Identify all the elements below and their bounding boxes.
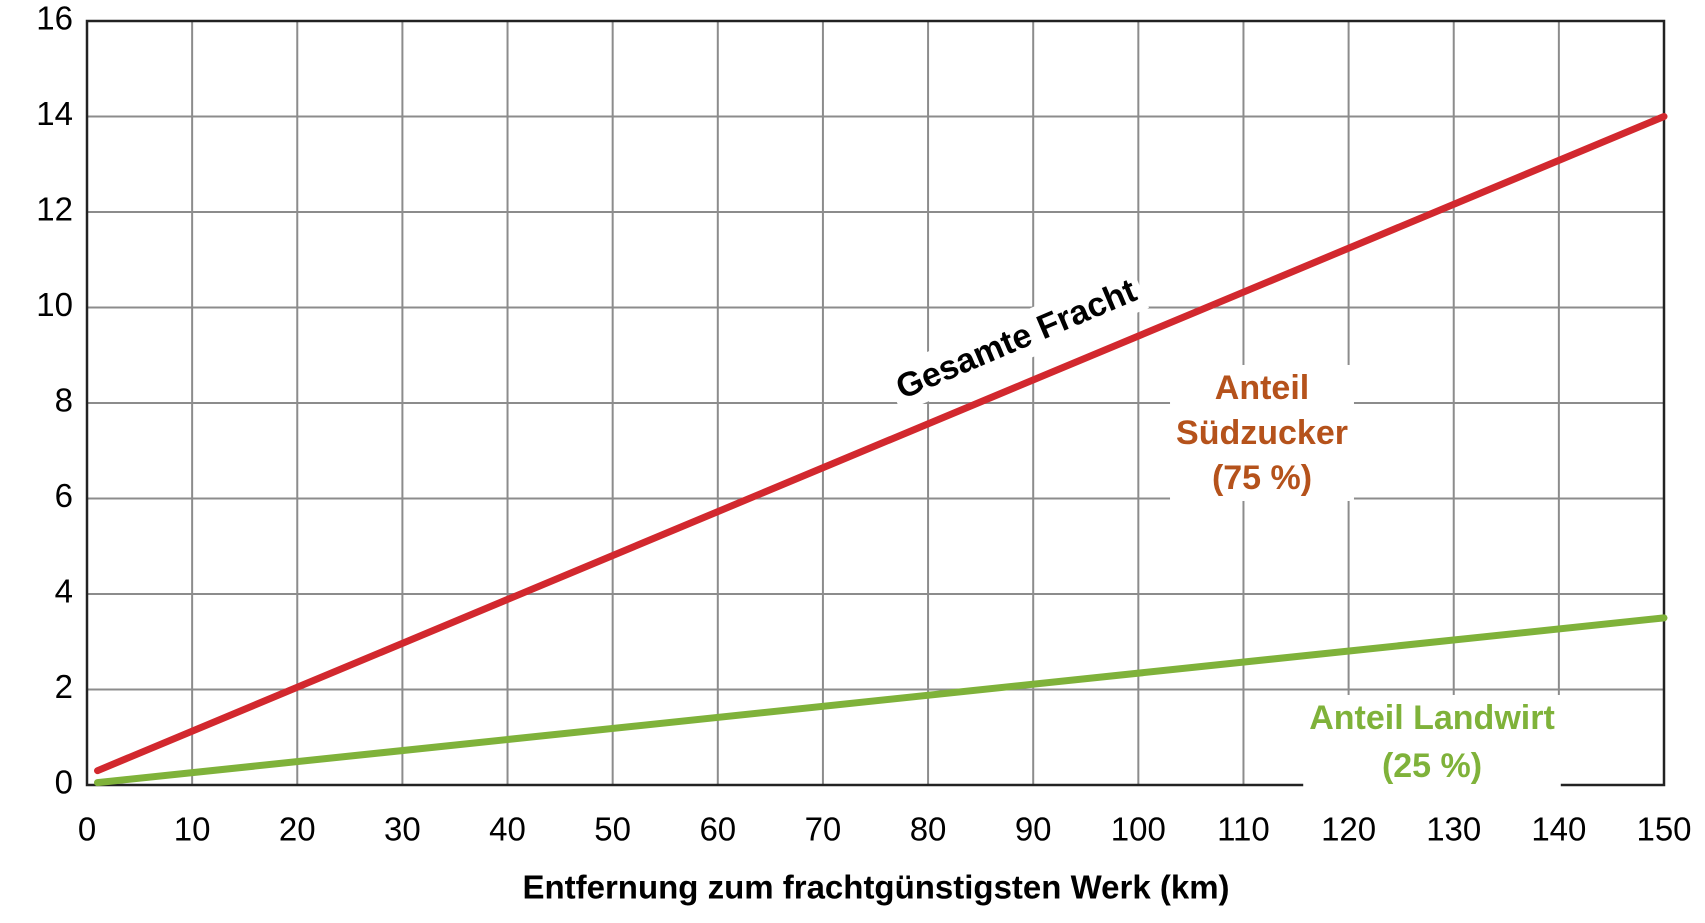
annotation: Anteil Landwirt (25 %): [1303, 694, 1561, 789]
annotation: [883, 265, 1150, 413]
x-tick-label: 20: [279, 811, 316, 848]
x-tick-label: 70: [805, 811, 842, 848]
series-line: [94, 113, 1668, 775]
annotation-background: [883, 265, 1150, 413]
x-tick-label: 120: [1321, 811, 1376, 848]
x-tick-label: 30: [384, 811, 421, 848]
x-tick-label: 150: [1636, 811, 1691, 848]
x-tick-label: 90: [1015, 811, 1052, 848]
annotation-text: (25 %): [1382, 747, 1482, 785]
x-tick-label: 80: [910, 811, 947, 848]
x-tick-label: 110: [1217, 811, 1270, 848]
x-axis-title: Entfernung zum frachtgünstigsten Werk (k…: [522, 869, 1229, 906]
annotation: Anteil Südzucker (75 %): [1170, 364, 1354, 501]
y-tick-label: 6: [55, 477, 73, 514]
annotation-text: Anteil Landwirt: [1309, 699, 1555, 737]
x-tick-label: 140: [1531, 811, 1586, 848]
annotation-text: Südzucker: [1176, 414, 1348, 452]
series-line: [94, 614, 1668, 787]
annotation-background: [1303, 694, 1561, 789]
y-tick-label: 10: [36, 286, 73, 323]
y-tick-label: 2: [55, 668, 73, 705]
y-tick-label: 4: [55, 573, 73, 610]
x-tick-label: 50: [594, 811, 631, 848]
x-tick-label: 60: [699, 811, 736, 848]
x-tick-label: 10: [174, 811, 211, 848]
y-tick-label: 14: [36, 95, 73, 132]
annotation-background: [1170, 364, 1354, 501]
y-tick-label: 12: [36, 191, 73, 228]
plot-frame: [85, 19, 1666, 787]
annotation-text: (75 %): [1212, 459, 1312, 497]
annotation-text: Anteil: [1215, 369, 1309, 407]
y-tick-label: 0: [55, 764, 73, 801]
x-tick-label: 130: [1426, 811, 1481, 848]
x-tick-label: 40: [489, 811, 526, 848]
y-tick-label: 8: [55, 382, 73, 419]
y-tick-label: 16: [36, 0, 73, 37]
x-tick-label: 100: [1111, 811, 1166, 848]
x-tick-label: 0: [78, 811, 96, 848]
